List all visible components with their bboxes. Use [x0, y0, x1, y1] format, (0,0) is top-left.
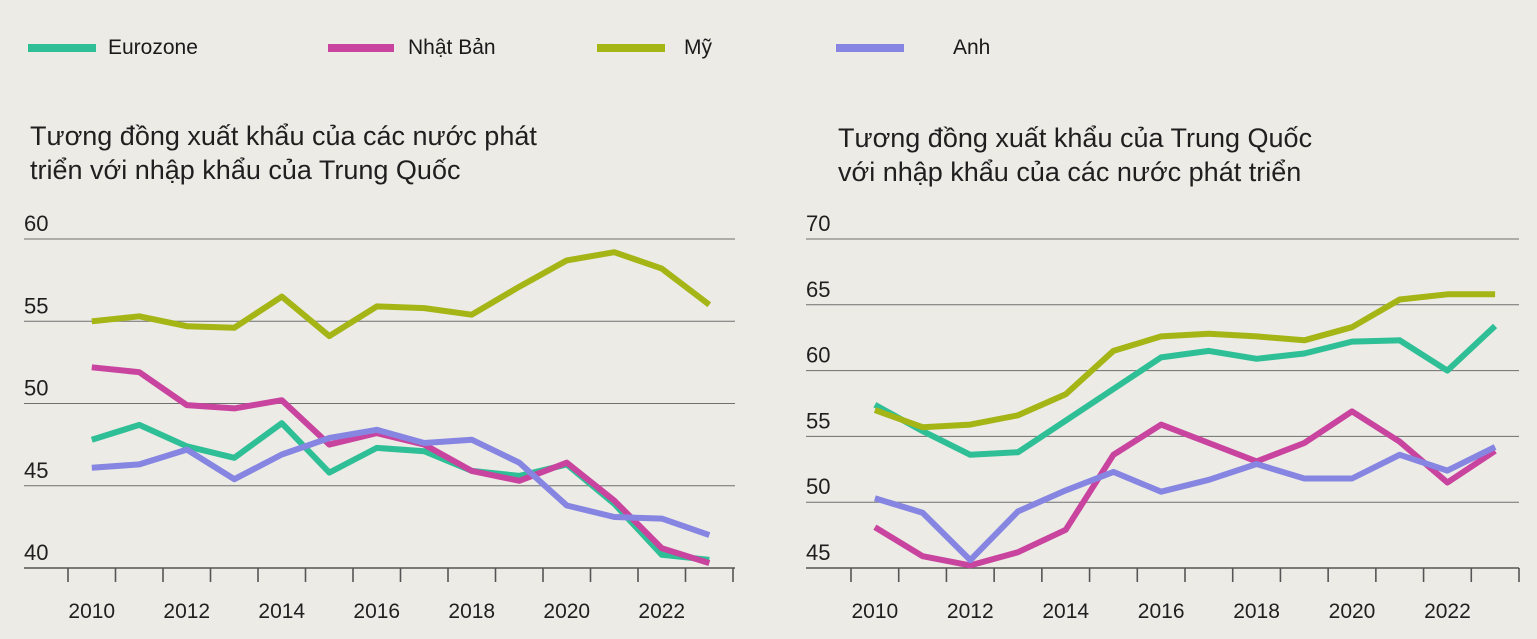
- series-line-anh: [874, 444, 1497, 564]
- y-tick-label: 50: [806, 474, 830, 499]
- legend-item-eurozone: Eurozone: [28, 36, 198, 59]
- y-tick-label: 60: [24, 211, 48, 236]
- y-tick-label: 55: [806, 408, 830, 433]
- y-tick-label: 55: [24, 293, 48, 318]
- chart-title: Tương đồng xuất khẩu của các nước phát tr…: [30, 121, 537, 185]
- x-tick-label: 2018: [448, 600, 495, 623]
- series-line-eurozone: [873, 323, 1498, 458]
- x-tick-label: 2012: [163, 600, 210, 623]
- chart-title-line: với nhập khẩu của các nước phát triển: [838, 157, 1301, 187]
- legend-item-anh: Anh: [836, 36, 990, 59]
- series-line-my: [873, 291, 1496, 431]
- x-tick-label: 2010: [68, 600, 115, 623]
- series-line-nhat-ban: [91, 364, 711, 566]
- series-line-nhat-ban: [873, 408, 1497, 569]
- y-tick-label: 50: [24, 376, 48, 401]
- x-tick-label: 2020: [1329, 600, 1376, 623]
- y-tick-label: 40: [24, 540, 48, 565]
- legend-label: Mỹ: [684, 36, 712, 59]
- series-group: [873, 291, 1498, 569]
- chart-title-line: triển với nhập khẩu của Trung Quốc: [30, 155, 460, 185]
- x-tick-label: 2010: [851, 600, 898, 623]
- legend: Eurozone Nhật Bản Mỹ Anh: [28, 36, 990, 59]
- x-tick-label: 2012: [947, 600, 994, 623]
- y-gridlines: 45 50 55 60 65 70: [806, 211, 1519, 565]
- y-tick-label: 60: [806, 343, 830, 368]
- y-tick-label: 45: [24, 458, 48, 483]
- x-tick-label: 2022: [1424, 600, 1471, 623]
- x-tick-label: 2016: [353, 600, 400, 623]
- x-tick-label: 2014: [1042, 600, 1089, 623]
- x-tick-label: 2014: [258, 600, 305, 623]
- y-tick-label: 70: [806, 211, 830, 236]
- chart-panel-exports-to-china: Tương đồng xuất khẩu của các nước phát tr…: [24, 121, 735, 623]
- chart-title: Tương đồng xuất khẩu của Trung Quốc với n…: [838, 123, 1312, 187]
- chart-title-line: Tương đồng xuất khẩu của các nước phát: [30, 121, 537, 151]
- legend-item-my: Mỹ: [597, 36, 712, 59]
- y-gridlines: 40 45 50 55 60: [24, 211, 735, 565]
- x-tick-label: 2022: [638, 600, 685, 623]
- chart-title-line: Tương đồng xuất khẩu của Trung Quốc: [838, 123, 1312, 153]
- series-line-anh: [91, 426, 711, 538]
- legend-label: Anh: [953, 36, 990, 59]
- y-tick-label: 45: [806, 540, 830, 565]
- x-tick-label: 2018: [1233, 600, 1280, 623]
- x-tick-label: 2016: [1138, 600, 1185, 623]
- x-axis: 2010 2012 2014 2016 2018 2020 2022: [850, 568, 1520, 623]
- y-tick-label: 65: [806, 277, 830, 302]
- series-line-my: [91, 249, 712, 340]
- chart-panel-china-exports: Tương đồng xuất khẩu của Trung Quốc với n…: [806, 123, 1520, 623]
- x-axis: 2010 2012 2014 2016 2018 2020 2022: [67, 568, 734, 623]
- series-group: [90, 249, 712, 566]
- x-tick-label: 2020: [543, 600, 590, 623]
- legend-item-nhat-ban: Nhật Bản: [328, 36, 496, 59]
- series-line-eurozone: [90, 420, 710, 563]
- legend-label: Eurozone: [108, 36, 198, 59]
- legend-label: Nhật Bản: [408, 36, 496, 59]
